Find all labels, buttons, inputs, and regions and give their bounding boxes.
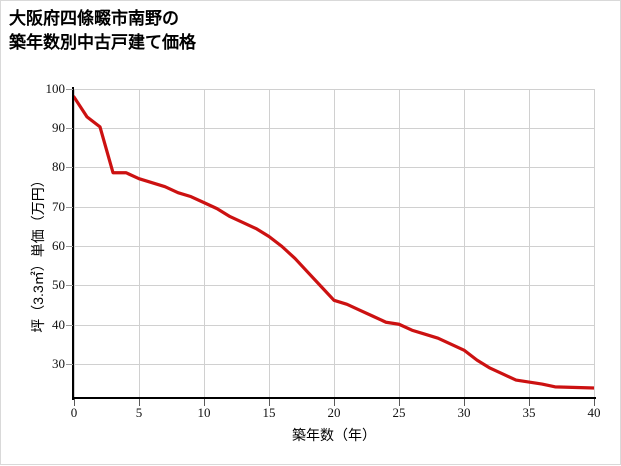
gridline-vertical — [399, 89, 400, 398]
x-axis-tick-label: 25 — [392, 405, 406, 420]
x-axis-tick-label: 15 — [262, 405, 276, 420]
x-axis-tick — [334, 399, 335, 406]
x-axis-tick-label: 35 — [522, 405, 536, 420]
plot-area — [74, 89, 595, 398]
x-axis-title: 築年数（年） — [292, 427, 376, 443]
y-axis-tick-label: 100 — [45, 81, 66, 96]
x-axis-tick-label: 5 — [135, 405, 143, 420]
gridline-vertical — [334, 89, 335, 398]
y-axis-tick — [66, 246, 73, 247]
x-axis-tick-label: 10 — [197, 405, 211, 420]
y-axis-tick-label: 70 — [52, 199, 65, 214]
y-axis-tick-label: 30 — [52, 356, 65, 371]
y-axis-tick — [66, 128, 73, 129]
y-axis-line — [72, 87, 74, 400]
y-axis-tick-labels: 100 90 80 70 60 50 40 30 — [29, 1, 66, 466]
x-axis-tick-label: 30 — [457, 405, 471, 420]
gridline-vertical — [204, 89, 205, 398]
y-axis-tick — [66, 364, 73, 365]
y-axis-tick — [66, 167, 73, 168]
x-axis-tick — [204, 399, 205, 406]
y-axis-tick — [66, 207, 73, 208]
x-axis-tick — [139, 399, 140, 406]
y-axis-tick — [66, 325, 73, 326]
x-axis-line — [72, 397, 596, 399]
y-axis-tick-label: 90 — [52, 120, 65, 135]
y-axis-tick — [66, 89, 73, 90]
gridline-vertical — [464, 89, 465, 398]
x-axis-tick — [399, 399, 400, 406]
gridline-vertical — [269, 89, 270, 398]
chart-title: 大阪府四條畷市南野の 築年数別中古戸建て価格 — [9, 9, 196, 53]
gridline-vertical — [529, 89, 530, 398]
x-axis-tick — [594, 399, 595, 406]
y-axis-tick-label: 80 — [52, 159, 65, 174]
gridline-vertical — [74, 89, 75, 398]
x-axis-tick — [529, 399, 530, 406]
gridline-vertical — [594, 89, 595, 398]
x-axis-tick-label: 40 — [587, 405, 601, 420]
series-line-chikunensu-tanka — [74, 95, 594, 390]
y-axis-tick-label: 50 — [52, 277, 65, 292]
gridline-vertical — [139, 89, 140, 398]
x-axis-tick — [464, 399, 465, 406]
y-axis-title: 坪（3.3㎡）単価（万円） — [30, 173, 46, 333]
y-axis-tick — [66, 285, 73, 286]
x-axis-tick — [269, 399, 270, 406]
x-axis-tick-label: 0 — [70, 405, 78, 420]
x-axis-tick — [74, 399, 75, 406]
y-axis-tick-label: 40 — [52, 317, 65, 332]
y-axis-tick-label: 60 — [52, 238, 65, 253]
x-axis-tick-label: 20 — [327, 405, 341, 420]
